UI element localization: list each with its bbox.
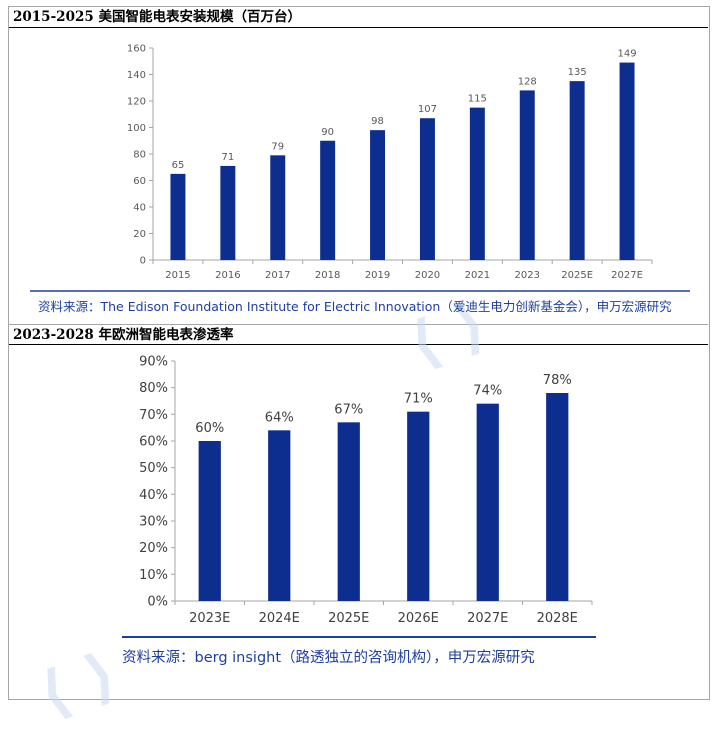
- chart-2-x-tick-label: 2023E: [189, 611, 230, 626]
- chart-2-bar: [337, 422, 360, 601]
- chart-2-data-label: 64%: [265, 410, 294, 425]
- chart-1-data-label: 115: [468, 94, 487, 105]
- chart-1-x-tick-label: 2025E: [561, 270, 593, 281]
- chart-1-bar: [320, 140, 336, 260]
- chart-1-x-tick-label: 2020: [415, 270, 440, 281]
- chart-2-y-tick-label: 30%: [139, 515, 168, 530]
- chart-1-x-tick-label: 2015: [165, 270, 190, 281]
- chart-2-title: 2023-2028 年欧洲智能电表渗透率: [9, 324, 708, 345]
- chart-1-svg: 0 20 40 60 80 100 120 140 160 65 2015 71 2016 79 2017 9…: [30, 44, 690, 292]
- chart-1-x-tick-label: 2018: [315, 270, 340, 281]
- chart-2-data-label: 71%: [404, 392, 433, 407]
- chart-2-y-tick-label: 20%: [139, 541, 168, 556]
- chart-1-bar: [519, 90, 535, 261]
- chart-1-x-tick-label: 2019: [365, 270, 390, 281]
- chart-2-x-tick-label: 2027E: [467, 611, 508, 626]
- chart-1-data-label: 98: [371, 116, 384, 127]
- chart-1-x-tick-label: 2021: [465, 270, 490, 281]
- chart-1-data-label: 128: [518, 76, 537, 87]
- chart-1-data-label: 65: [172, 160, 185, 171]
- chart-2-bar: [268, 430, 291, 601]
- chart-2-source: 资料来源：berg insight（路透独立的咨询机构），申万宏源研究: [122, 650, 535, 666]
- chart-1-y-tick-label: 100: [127, 123, 146, 134]
- chart-2-y-tick-label: 0%: [147, 595, 168, 610]
- chart-1-bar: [370, 130, 386, 260]
- chart-1-x-tick-label: 2016: [215, 270, 240, 281]
- chart-1-x-tick-label: 2027E: [611, 270, 643, 281]
- chart-2-bar: [476, 403, 499, 601]
- chart-1-y-tick-label: 20: [133, 229, 146, 240]
- chart-2-bar: [546, 393, 569, 601]
- chart-2-data-label: 67%: [334, 402, 363, 417]
- chart-1-x-tick-label: 2023: [515, 270, 540, 281]
- chart-2-y-tick-label: 80%: [139, 381, 168, 396]
- chart-1-y-tick-label: 60: [133, 176, 146, 187]
- chart-1-bar: [170, 173, 186, 260]
- chart-1-data-label: 90: [321, 127, 334, 138]
- chart-1-y-tick-label: 80: [133, 150, 146, 161]
- chart-1-y-tick-label: 140: [127, 70, 146, 81]
- chart-1-data-label: 71: [221, 152, 234, 163]
- chart-2-y-tick-label: 60%: [139, 435, 168, 450]
- chart-2-bar: [407, 411, 430, 601]
- chart-2-y-tick-label: 10%: [139, 568, 168, 583]
- chart-2-x-tick-label: 2026E: [398, 611, 439, 626]
- chart-2-data-label: 74%: [473, 384, 502, 399]
- chart-2-x-tick-label: 2025E: [328, 611, 369, 626]
- chart-2-data-label: 60%: [195, 421, 224, 436]
- chart-1-y-tick-label: 160: [127, 44, 146, 55]
- chart-1-data-label: 79: [271, 141, 284, 152]
- chart-1-bar: [419, 118, 435, 260]
- chart-1-data-label: 149: [618, 49, 637, 60]
- figure-frame: [8, 6, 710, 700]
- chart-1-x-tick-label: 2017: [265, 270, 290, 281]
- chart-1-y-tick-label: 0: [140, 256, 146, 267]
- chart-1-bar: [619, 62, 635, 261]
- chart-2-y-tick-label: 70%: [139, 408, 168, 423]
- chart-2-y-tick-label: 50%: [139, 461, 168, 476]
- chart-1-source: 资料来源：The Edison Foundation Institute for…: [38, 299, 672, 314]
- chart-1-y-tick-label: 40: [133, 203, 146, 214]
- chart-2-y-tick-label: 40%: [139, 488, 168, 503]
- chart-1-data-label: 107: [418, 104, 437, 115]
- chart-2-svg: 0% 10% 20% 30% 40% 50% 60% 70% 80% 90% 60% 2023E 64%…: [122, 355, 596, 638]
- chart-1-bar: [569, 81, 585, 260]
- chart-2-x-tick-label: 2028E: [537, 611, 578, 626]
- chart-2-data-label: 78%: [543, 373, 572, 388]
- chart-2-x-tick-label: 2024E: [259, 611, 300, 626]
- chart-1-bar: [220, 165, 236, 260]
- chart-2-y-tick-label: 90%: [139, 355, 168, 370]
- chart-2-bar: [198, 441, 221, 601]
- chart-1-bar: [469, 107, 485, 260]
- chart-1-data-label: 135: [568, 67, 587, 78]
- chart-1-bar: [270, 155, 286, 260]
- chart-1-y-tick-label: 120: [127, 97, 146, 108]
- chart-1-title: 2015-2025 美国智能电表安装规模（百万台）: [9, 7, 708, 28]
